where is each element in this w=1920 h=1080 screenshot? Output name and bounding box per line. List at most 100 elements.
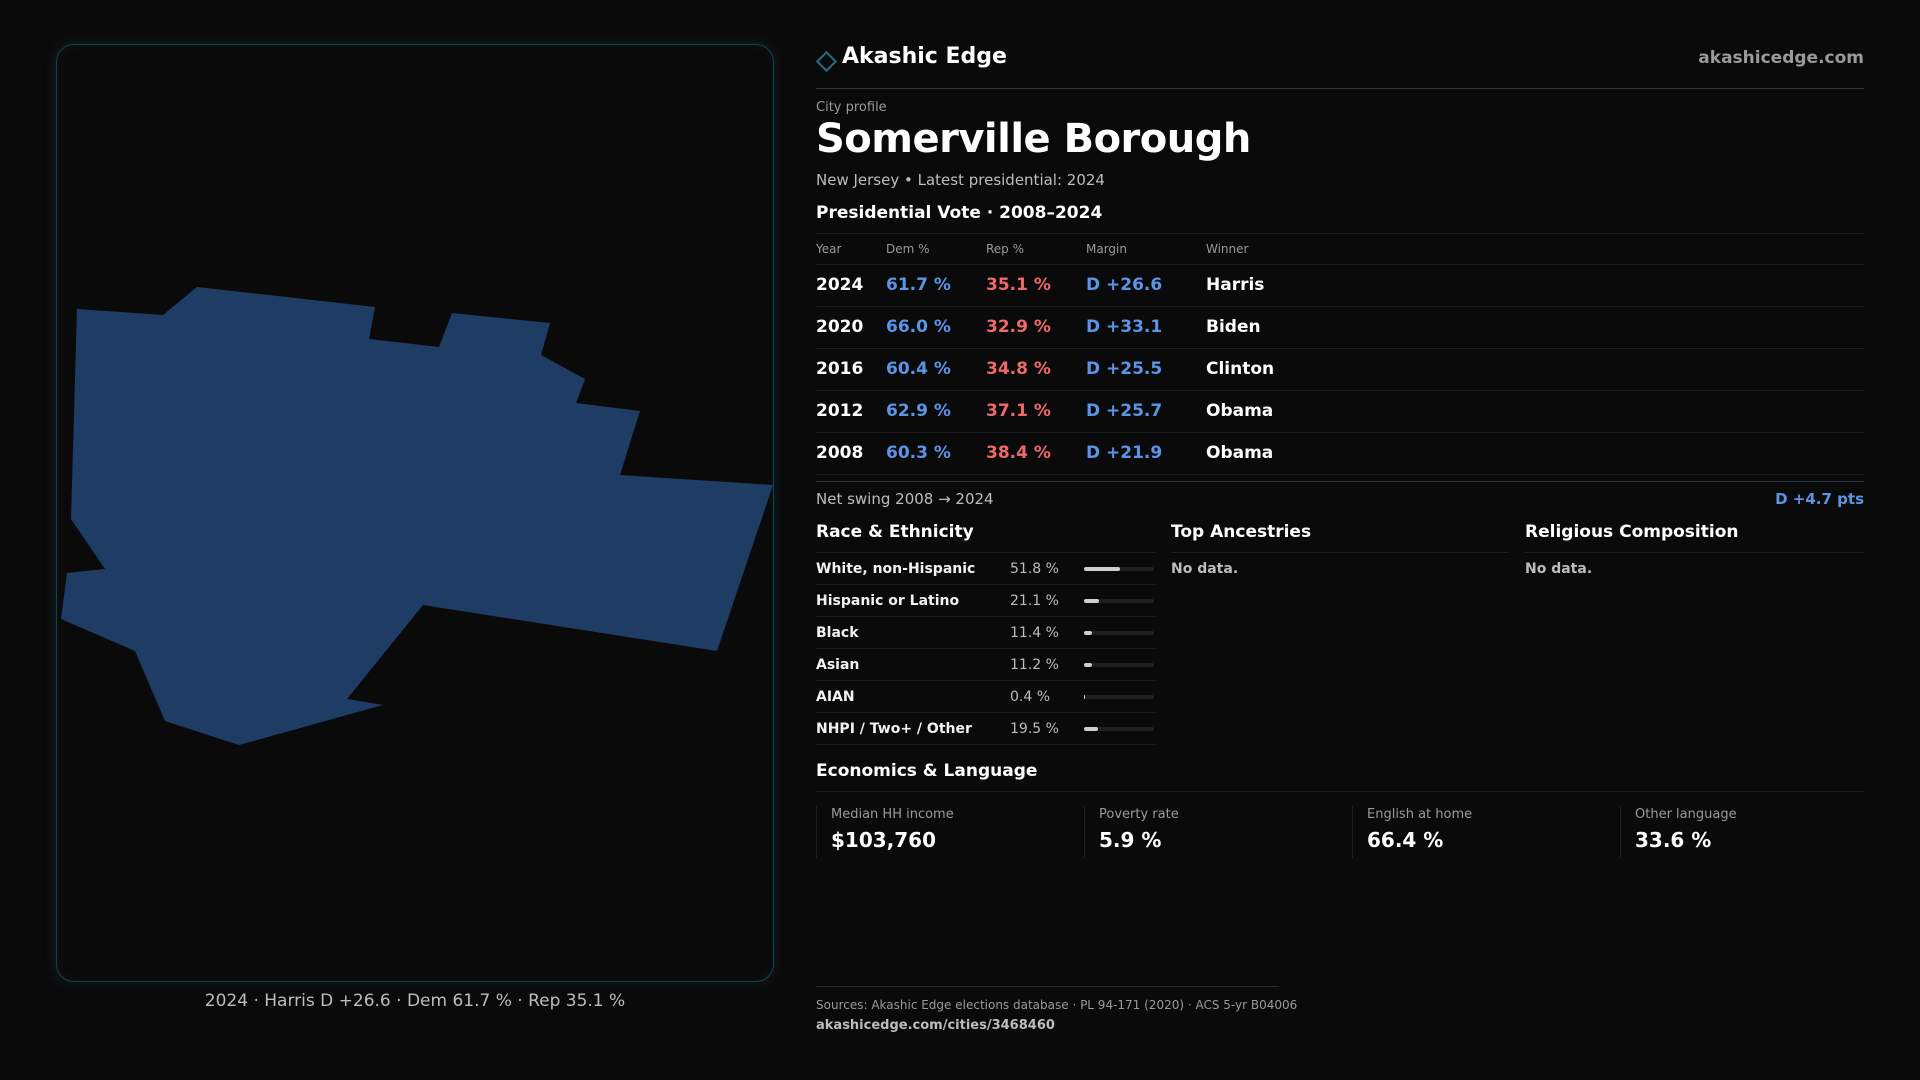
row-margin: D +25.7	[1086, 401, 1163, 421]
stat-label: English at home	[1367, 807, 1473, 822]
race-bar-track	[1084, 631, 1154, 635]
stat-value: 66.4 %	[1367, 828, 1444, 852]
list-item: Black 11.4 %	[816, 617, 1156, 649]
header-margin: Margin	[1086, 242, 1127, 256]
race-bar-track	[1084, 727, 1154, 731]
race-label: Asian	[816, 657, 860, 673]
profile-subtitle: New Jersey • Latest presidential: 2024	[816, 171, 1105, 189]
presidential-vote-title: Presidential Vote · 2008–2024	[816, 203, 1103, 223]
table-row: 2016 60.4 % 34.8 % D +25.5 Clinton	[816, 349, 1864, 391]
stat-value: $103,760	[831, 828, 937, 852]
page-title: Somerville Borough	[816, 116, 1251, 162]
list-item: White, non-Hispanic 51.8 %	[816, 553, 1156, 585]
stat-value: 33.6 %	[1635, 828, 1712, 852]
row-year: 2016	[816, 359, 864, 379]
top-ancestries-title: Top Ancestries	[1171, 522, 1312, 542]
footer-divider	[816, 986, 1279, 987]
row-winner: Biden	[1206, 317, 1261, 337]
religion-empty: No data.	[1525, 561, 1593, 577]
row-year: 2024	[816, 275, 864, 295]
row-rep: 35.1 %	[986, 275, 1051, 295]
race-label: NHPI / Two+ / Other	[816, 721, 972, 737]
sources-text: Sources: Akashic Edge elections database…	[816, 998, 1298, 1012]
top-ancestries-section: Top Ancestries No data.	[1171, 522, 1509, 577]
row-winner: Obama	[1206, 443, 1274, 463]
list-item: Hispanic or Latino 21.1 %	[816, 585, 1156, 617]
source-url-link[interactable]: akashicedge.com/cities/3468460	[816, 1018, 1055, 1033]
brand-name[interactable]: Akashic Edge	[842, 44, 1007, 69]
race-label: White, non-Hispanic	[816, 561, 976, 577]
row-rep: 34.8 %	[986, 359, 1051, 379]
section-divider	[1171, 552, 1509, 553]
site-link[interactable]: akashicedge.com	[1698, 48, 1864, 68]
stat-card-poverty: Poverty rate 5.9 %	[1084, 806, 1352, 858]
race-bar-fill	[1084, 663, 1092, 667]
header-winner: Winner	[1206, 242, 1249, 256]
row-margin: D +25.5	[1086, 359, 1163, 379]
race-value: 0.4 %	[1010, 689, 1051, 705]
religious-composition-section: Religious Composition No data.	[1525, 522, 1864, 577]
race-value: 11.2 %	[1010, 657, 1059, 673]
map-panel[interactable]	[56, 44, 774, 982]
race-bar-track	[1084, 695, 1154, 699]
stat-label: Other language	[1635, 807, 1737, 822]
presidential-vote-table: Year Dem % Rep % Margin Winner 2024 61.7…	[816, 233, 1864, 475]
race-label: Black	[816, 625, 859, 641]
race-value: 19.5 %	[1010, 721, 1059, 737]
table-row: 2020 66.0 % 32.9 % D +33.1 Biden	[816, 307, 1864, 349]
race-value: 51.8 %	[1010, 561, 1059, 577]
row-winner: Clinton	[1206, 359, 1275, 379]
row-dem: 66.0 %	[886, 317, 951, 337]
economics-title: Economics & Language	[816, 761, 1864, 792]
header-dem: Dem %	[886, 242, 930, 256]
row-dem: 60.3 %	[886, 443, 951, 463]
stat-card-other-language: Other language 33.6 %	[1620, 806, 1864, 858]
table-header: Year Dem % Rep % Margin Winner	[816, 234, 1864, 265]
stat-card-income: Median HH income $103,760	[816, 806, 1084, 858]
table-row: 2012 62.9 % 37.1 % D +25.7 Obama	[816, 391, 1864, 433]
race-ethnicity-list: White, non-Hispanic 51.8 % Hispanic or L…	[816, 552, 1156, 745]
race-label: Hispanic or Latino	[816, 593, 960, 609]
list-item: Asian 11.2 %	[816, 649, 1156, 681]
race-ethnicity-title: Race & Ethnicity	[816, 522, 974, 542]
table-row: 2024 61.7 % 35.1 % D +26.6 Harris	[816, 265, 1864, 307]
race-bar-track	[1084, 663, 1154, 667]
row-margin: D +26.6	[1086, 275, 1163, 295]
stat-value: 5.9 %	[1099, 828, 1162, 852]
race-bar-fill	[1084, 727, 1098, 731]
row-margin: D +21.9	[1086, 443, 1163, 463]
city-boundary-map	[61, 287, 773, 745]
section-divider	[1525, 552, 1864, 553]
race-bar-track	[1084, 599, 1154, 603]
row-dem: 61.7 %	[886, 275, 951, 295]
net-swing-label: Net swing 2008 → 2024	[816, 490, 994, 508]
row-year: 2008	[816, 443, 864, 463]
header-rep: Rep %	[986, 242, 1025, 256]
race-bar-fill	[1084, 599, 1099, 603]
stat-label: Median HH income	[831, 807, 954, 822]
religious-composition-title: Religious Composition	[1525, 522, 1739, 542]
net-swing-value: D +4.7 pts	[1775, 490, 1864, 508]
row-winner: Harris	[1206, 275, 1265, 295]
city-boundary-shape[interactable]	[61, 287, 773, 745]
race-label: AIAN	[816, 689, 855, 705]
race-ethnicity-section: Race & Ethnicity White, non-Hispanic 51.…	[816, 522, 1156, 745]
row-margin: D +33.1	[1086, 317, 1163, 337]
race-value: 11.4 %	[1010, 625, 1059, 641]
race-bar-fill	[1084, 631, 1092, 635]
list-item: AIAN 0.4 %	[816, 681, 1156, 713]
header-year: Year	[816, 242, 842, 256]
row-winner: Obama	[1206, 401, 1274, 421]
race-bar-fill	[1084, 567, 1121, 571]
stat-label: Poverty rate	[1099, 807, 1179, 822]
header: Akashic Edge akashicedge.com	[815, 44, 1864, 89]
profile-eyebrow: City profile	[816, 100, 887, 115]
diamond-logo-icon	[815, 50, 838, 73]
net-swing: Net swing 2008 → 2024 D +4.7 pts	[816, 481, 1864, 516]
list-item: NHPI / Two+ / Other 19.5 %	[816, 713, 1156, 745]
row-dem: 60.4 %	[886, 359, 951, 379]
row-year: 2020	[816, 317, 864, 337]
row-rep: 32.9 %	[986, 317, 1051, 337]
row-rep: 37.1 %	[986, 401, 1051, 421]
race-value: 21.1 %	[1010, 593, 1059, 609]
